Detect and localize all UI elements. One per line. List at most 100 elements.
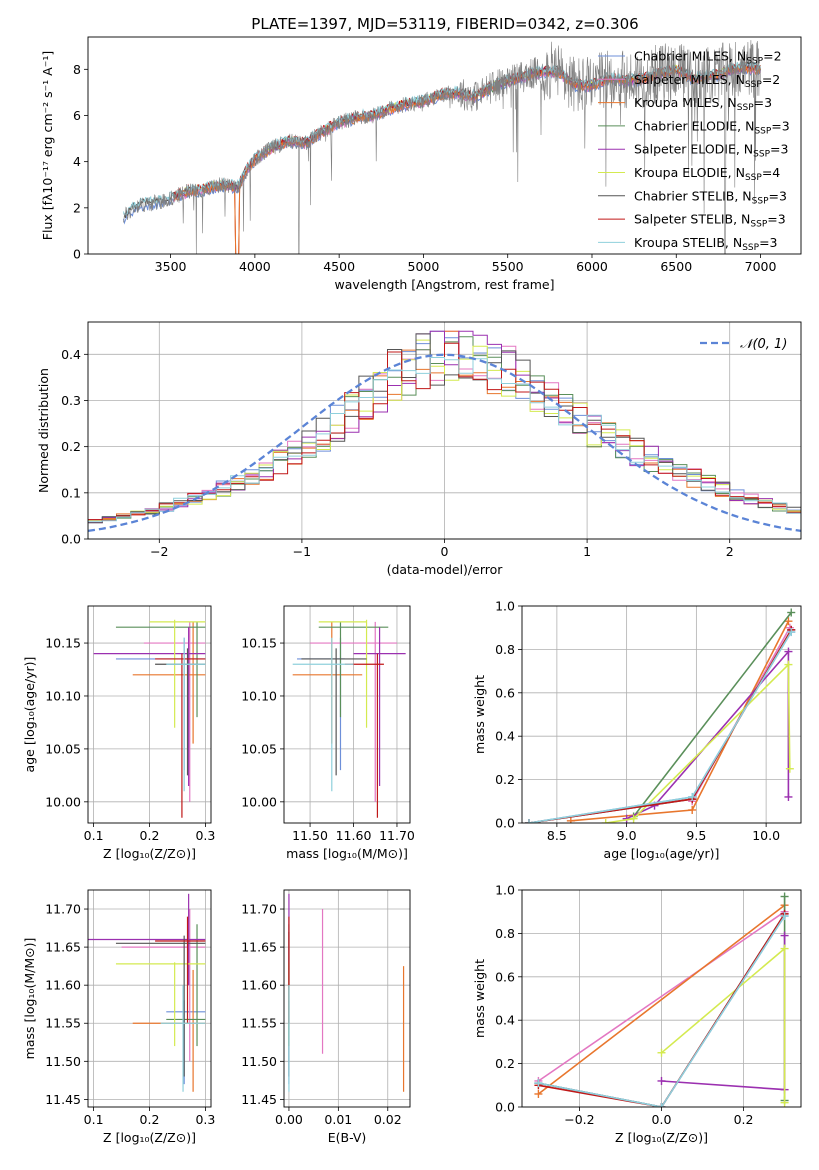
plot-area-age_vs_z	[93, 619, 206, 818]
x-axis-label: Z [log₁₀(Z/Z⊙)]	[103, 846, 196, 861]
y-tick-label: 11.70	[45, 902, 81, 917]
y-tick-label: 10.10	[45, 688, 81, 703]
x-axis-label: mass [log₁₀(M/M⊙)]	[286, 846, 408, 861]
legend-label: Salpeter STELIB, N	[634, 212, 750, 227]
y-tick-label: 0.0	[61, 532, 81, 547]
mass-weight-marker	[780, 931, 789, 940]
x-tick-label: 11.70	[379, 828, 415, 843]
x-tick-label: 0.3	[195, 1112, 215, 1127]
data-point	[166, 1000, 206, 1085]
panel-weight_vs_age: 8.5 9.0 9.5 10.0 0.0 0.2 0.4 0.6 0.8 1.0 age [log₁…	[472, 599, 802, 861]
mass-weight-marker	[780, 944, 789, 953]
y-tick-label: 11.45	[241, 1092, 277, 1107]
y-tick-label: 1.0	[495, 599, 515, 614]
x-tick-label: 10.0	[752, 828, 780, 843]
x-tick-label: 0.2	[140, 828, 160, 843]
x-tick-label: 6000	[576, 259, 608, 274]
mass-weight-marker	[657, 1076, 666, 1085]
mass-weight-marker	[657, 1103, 666, 1107]
data-point	[292, 621, 363, 744]
x-tick-label: 11.60	[336, 828, 372, 843]
data-point	[301, 648, 367, 776]
y-tick-label: 11.50	[241, 1054, 277, 1069]
y-tick-label: 11.55	[241, 1016, 277, 1031]
data-point	[149, 619, 206, 728]
mass-weight-marker	[784, 647, 793, 656]
panel-spectrum: 3500 4000 4500 5000 5500 6000 6500 7000 0 2 4 6 8 wav…	[40, 36, 802, 292]
x-tick-label: 0.1	[84, 828, 104, 843]
x-tick-label: 0.1	[84, 1112, 104, 1127]
legend-tail: =3	[754, 95, 772, 110]
plot-area-weight_vs_age	[524, 608, 796, 823]
y-tick-label: 11.65	[241, 940, 277, 955]
data-point	[318, 619, 368, 728]
mass-weight-marker	[780, 1098, 789, 1107]
legend-subscript: SSP	[752, 196, 769, 206]
legend-subscript: SSP	[753, 150, 770, 160]
legend-tail: =4	[762, 165, 780, 180]
y-tick-label: 11.70	[241, 902, 277, 917]
legend-subscript: SSP	[754, 126, 771, 136]
mass-weight-marker	[784, 617, 793, 626]
x-tick-label: 11.50	[292, 828, 328, 843]
legend-label: Kroupa STELIB, N	[634, 235, 742, 250]
x-tick-label: 0.2	[140, 1112, 160, 1127]
x-tick-label: −1	[293, 544, 311, 559]
x-axis-label: Z [log₁₀(Z/Z⊙)]	[615, 1130, 708, 1145]
legend-entry: Chabrier ELODIE, NSSP=3	[634, 118, 790, 136]
mass-weight-marker	[524, 819, 533, 823]
x-tick-label: 8.5	[547, 828, 567, 843]
data-point	[344, 653, 384, 818]
x-tick-label: 0.00	[275, 1112, 303, 1127]
x-tick-label: 2	[726, 544, 734, 559]
mass-weight-marker	[784, 792, 793, 801]
y-axis-label: age [log₁₀(age/yr)]	[22, 657, 37, 773]
y-tick-label: 2	[73, 200, 81, 215]
mass-weight-line	[605, 662, 791, 823]
x-tick-label: 1	[583, 544, 591, 559]
data-point	[115, 962, 206, 1047]
y-tick-label: 0.4	[495, 1013, 515, 1028]
mass-weight-marker	[785, 764, 794, 773]
legend-label: Kroupa MILES, N	[634, 95, 737, 110]
legend-entry: Kroupa STELIB, NSSP=3	[634, 235, 778, 253]
x-tick-label: −0.2	[564, 1112, 594, 1127]
plot-area-age_vs_mass	[292, 619, 406, 818]
data-point	[353, 627, 406, 786]
x-tick-label: 7000	[745, 259, 777, 274]
x-tick-label: 0.3	[195, 828, 215, 843]
data-point	[310, 621, 397, 802]
legend-label: Kroupa ELODIE, N	[634, 165, 745, 180]
legend-tail: =3	[769, 188, 787, 203]
legend-subscript: SSP	[750, 220, 767, 230]
legend-tail: =3	[770, 142, 788, 157]
legend-tail: =3	[771, 118, 789, 133]
y-tick-label: 8	[73, 62, 81, 77]
legend-entry: Salpeter ELODIE, NSSP=3	[634, 142, 788, 160]
legend-label: Chabrier STELIB, N	[634, 188, 752, 203]
y-tick-label: 0.1	[61, 485, 81, 500]
x-tick-label: 9.5	[686, 828, 706, 843]
data-point	[93, 627, 206, 786]
legend-entry: Salpeter STELIB, NSSP=3	[634, 212, 786, 230]
y-tick-label: 1.0	[495, 883, 515, 898]
legend-label: Salpeter MILES, N	[634, 72, 745, 87]
mass-weight-line	[528, 629, 792, 823]
data-point	[121, 909, 206, 1062]
x-axis-label: Z [log₁₀(Z/Z⊙)]	[103, 1130, 196, 1145]
legend-subscript: SSP	[746, 57, 763, 67]
y-tick-label: 0.0	[495, 1100, 515, 1115]
legend-tail: =2	[762, 72, 780, 87]
x-tick-label: 4500	[323, 259, 355, 274]
y-tick-label: 10.10	[241, 688, 277, 703]
legend-entry: 𝒩(0, 1)	[740, 337, 787, 352]
data-point	[155, 648, 206, 776]
x-axis-label: wavelength [Angstrom, rest frame]	[334, 277, 554, 292]
y-axis-label: Flux [fλ10⁻¹⁷ erg cm⁻² s⁻¹ A⁻¹]	[40, 51, 55, 240]
plot-area-mass_vs_ebv	[288, 893, 405, 1092]
mass-weight-marker	[566, 816, 575, 823]
y-tick-label: 10.00	[241, 794, 277, 809]
mass-weight-marker	[780, 892, 789, 901]
legend-subscript: SSP	[742, 243, 759, 253]
